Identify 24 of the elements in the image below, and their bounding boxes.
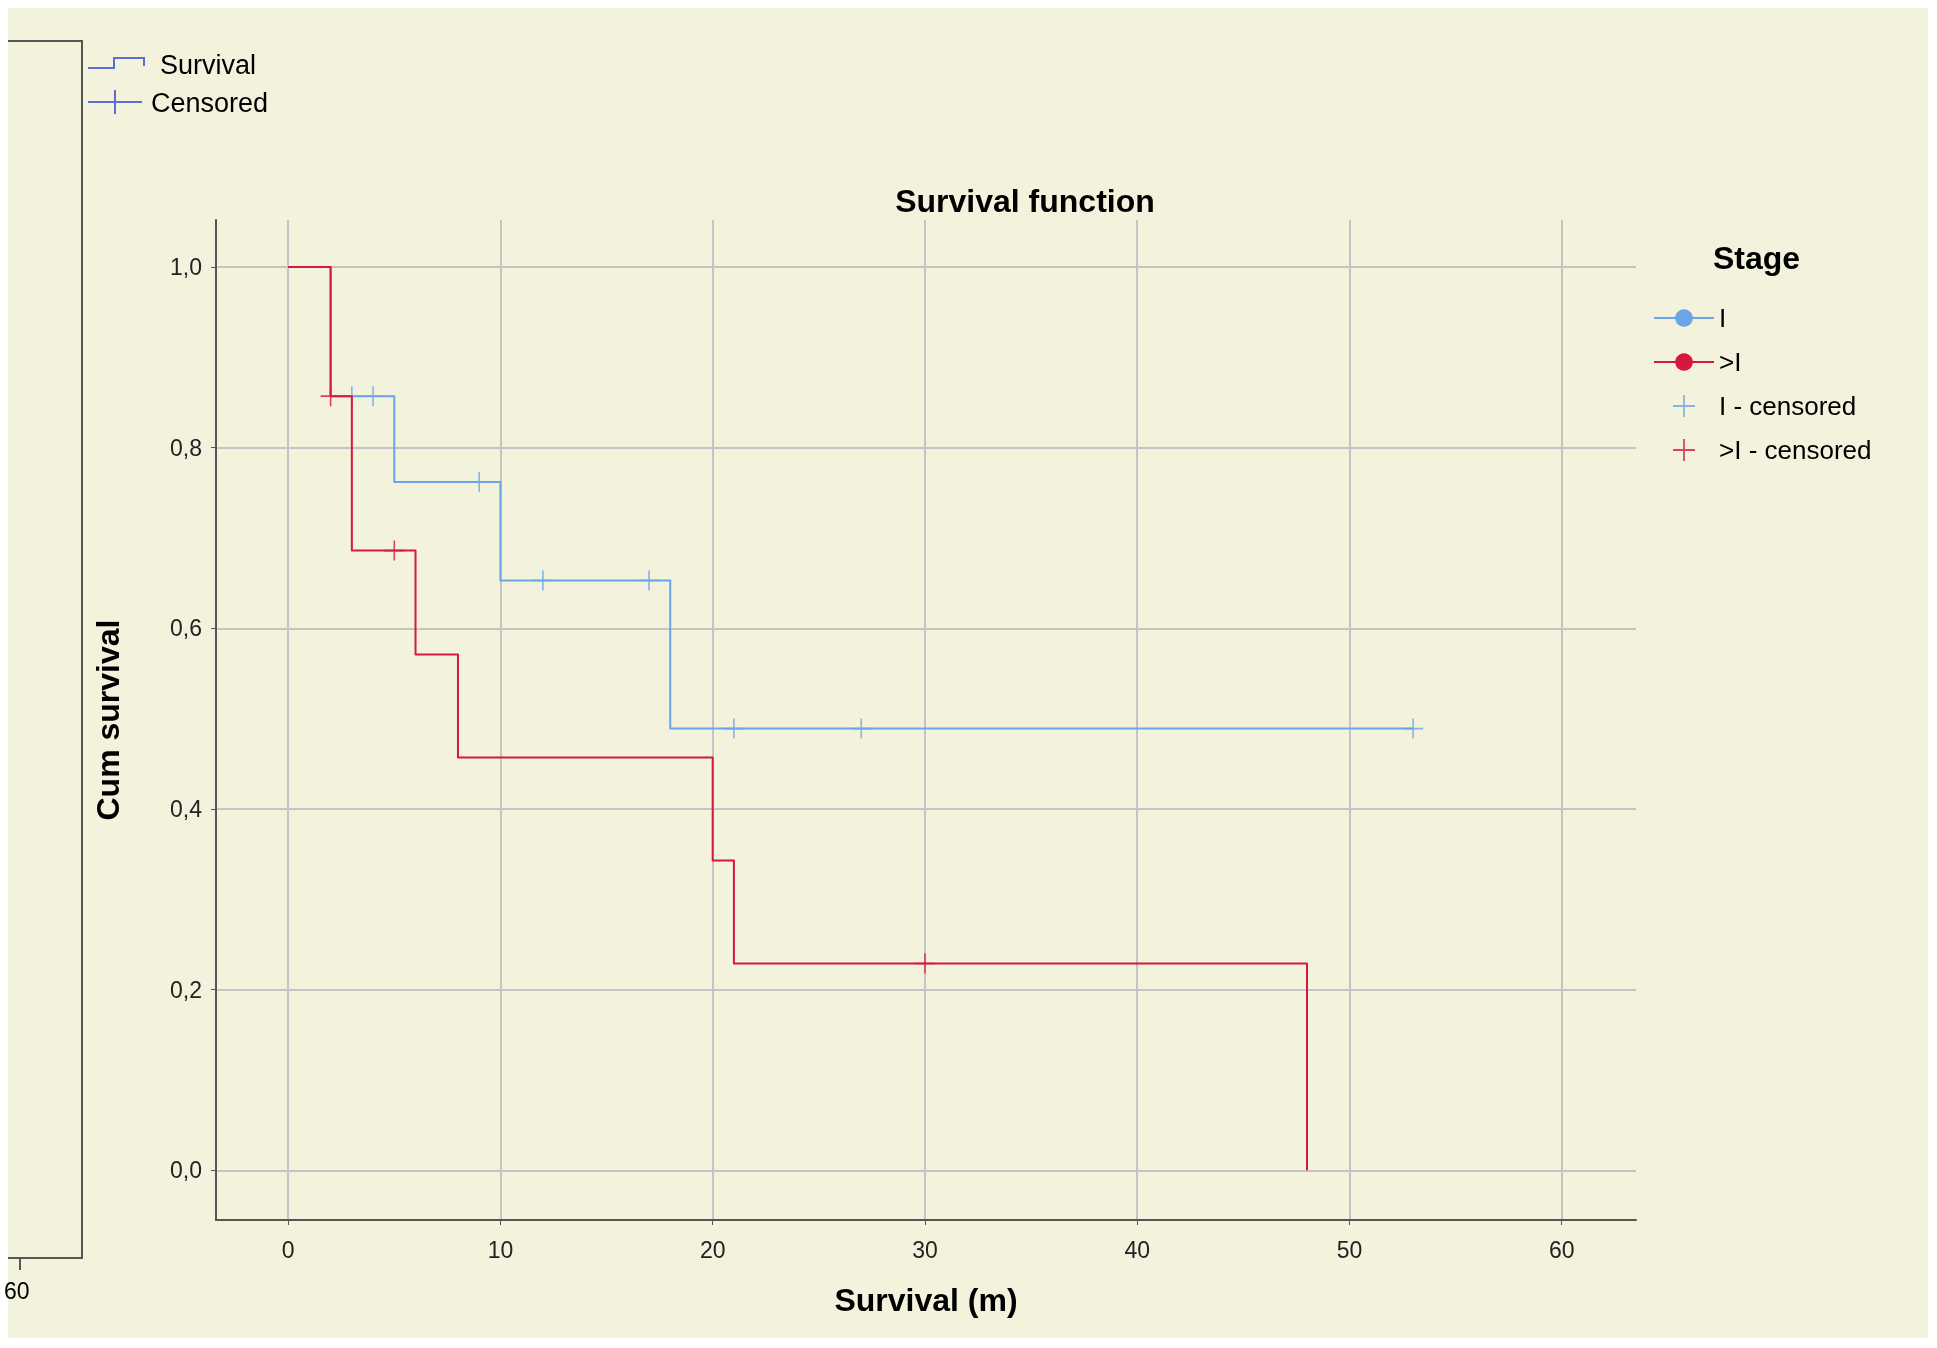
y-tick-label: 0,6 — [170, 615, 202, 642]
x-tick-label: 30 — [912, 1236, 938, 1263]
legend-label: I - censored — [1719, 391, 1857, 421]
y-tick-label: 0,8 — [170, 434, 202, 461]
x-tick-label: 10 — [487, 1236, 514, 1263]
text: Survival — [160, 50, 257, 81]
legend-label: I — [1719, 303, 1727, 333]
x-axis-title: Survival (m) — [834, 1282, 1018, 1318]
x-tick-label: 50 — [1336, 1236, 1363, 1263]
x-tick-label: 60 — [1548, 1236, 1575, 1263]
y-tick-label: 0,0 — [170, 1157, 202, 1184]
chart-title: Survival function — [895, 183, 1155, 219]
legend-label: >I — [1719, 347, 1742, 377]
y-tick-label: 0,2 — [170, 976, 202, 1003]
y-tick-label: 0,4 — [170, 795, 203, 822]
legend-label: >I - censored — [1719, 435, 1872, 465]
y-tick-label: 1,0 — [170, 253, 202, 280]
x-tick-label: 40 — [1124, 1236, 1150, 1263]
legend-title: Stage — [1713, 240, 1801, 276]
text: 60 — [4, 1278, 30, 1305]
x-tick-label: 20 — [699, 1236, 726, 1263]
x-tick-label: 0 — [281, 1236, 295, 1263]
text: Censored — [151, 88, 269, 119]
y-axis-title: Cum survival — [90, 619, 126, 821]
